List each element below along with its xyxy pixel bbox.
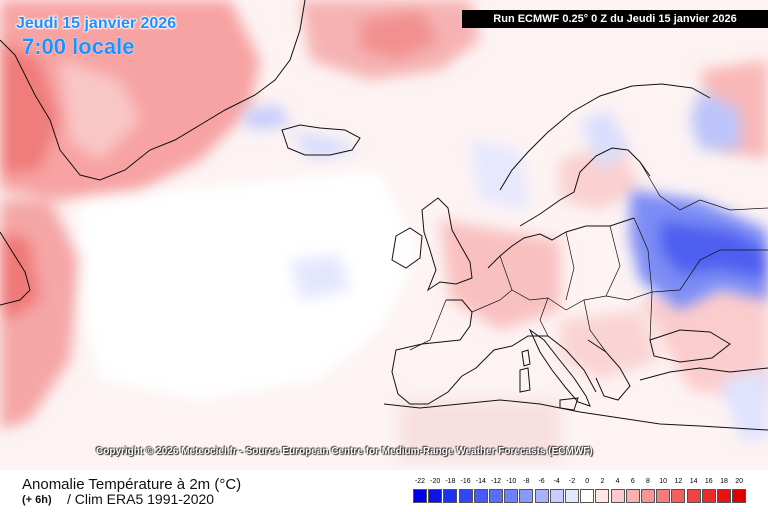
color-scale-legend: -22 -20 -18 -16 -14 -12 -10 -8 -6 -4 -2 0 2 4 6 8 10 12 14… [413, 478, 751, 508]
forecast-date: Jeudi 15 janvier 2026 [16, 15, 176, 32]
legend-label: 4 [615, 478, 620, 485]
country-borders [409, 161, 768, 353]
legend-swatch [504, 489, 519, 503]
copyright-notice: Copyright © 2026 Meteociel.fr - Source E… [96, 446, 593, 457]
anomaly-field [0, 0, 768, 460]
map-title: Anomalie Température à 2m (°C) [22, 476, 242, 493]
legend-swatch [549, 489, 564, 503]
legend-label: 2 [600, 478, 605, 485]
legend-swatch [413, 489, 427, 503]
legend-swatch [701, 489, 716, 503]
legend-label: -8 [523, 478, 530, 485]
legend-label: 10 [659, 478, 668, 485]
legend-swatch [595, 489, 610, 503]
model-run-banner: Run ECMWF 0.25° 0 Z du Jeudi 15 janvier … [462, 10, 768, 28]
legend-swatch [473, 489, 488, 503]
legend-swatch [732, 489, 747, 503]
legend-swatch [534, 489, 549, 503]
legend-swatch [489, 489, 503, 503]
legend-swatch [656, 489, 671, 503]
legend-label: -16 [460, 478, 471, 485]
legend-label: -12 [490, 478, 502, 485]
legend-label: 16 [704, 478, 713, 485]
legend-swatch [565, 489, 579, 503]
legend-label: -20 [430, 478, 441, 485]
legend-label: -10 [506, 478, 517, 485]
legend-label: 20 [735, 478, 744, 485]
legend-label: 12 [674, 478, 683, 485]
legend-label: 6 [630, 478, 635, 485]
legend-label: 18 [720, 478, 728, 485]
cold-anomaly-zone [240, 90, 768, 440]
legend-label: 0 [585, 478, 590, 485]
legend-swatch [671, 489, 686, 503]
legend-swatch [428, 489, 443, 503]
legend-label: -6 [538, 478, 545, 485]
legend-label: 14 [689, 478, 698, 485]
legend-swatch [717, 489, 731, 503]
map-footer [0, 470, 768, 512]
legend-label: -2 [568, 478, 576, 485]
legend-label: 8 [646, 478, 650, 485]
forecast-time: 7:00 locale [22, 34, 135, 59]
legend-label: -4 [553, 478, 560, 485]
legend-swatch [580, 489, 595, 503]
legend-swatch [443, 489, 458, 503]
legend-swatch [625, 489, 640, 503]
legend-swatch [610, 489, 625, 503]
climatology-reference: / Clim ERA5 1991-2020 [67, 491, 215, 507]
legend-label: -18 [445, 478, 456, 485]
legend-label: -22 [414, 478, 426, 485]
coastlines [0, 0, 768, 431]
temperature-anomaly-map: Jeudi 15 janvier 2026 7:00 locale [0, 0, 768, 470]
legend-swatch [519, 489, 534, 503]
legend-swatch [458, 489, 473, 503]
legend-swatch [641, 489, 655, 503]
legend-swatch [686, 489, 701, 503]
forecast-lead-time: (+ 6h) [22, 494, 52, 506]
legend-label: -14 [475, 478, 486, 485]
